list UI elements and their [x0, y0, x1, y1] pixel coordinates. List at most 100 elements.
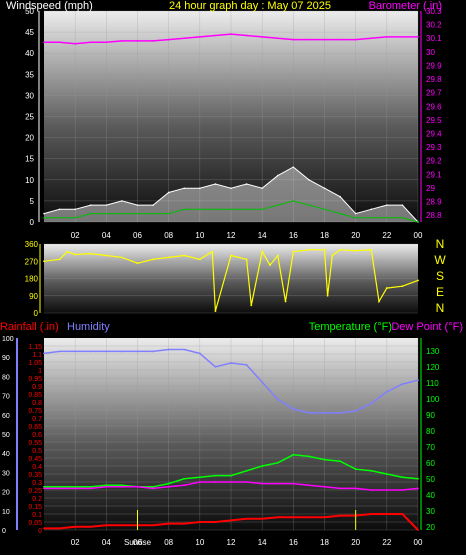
rain-y-tick-label: 0.35 — [28, 472, 42, 479]
rainfall-point — [370, 513, 373, 515]
dew-point-label: Dew Point (°F) — [391, 321, 463, 333]
humidity-point — [323, 411, 326, 414]
gust-point — [136, 204, 139, 206]
rain-x-tick-label: 20 — [351, 538, 360, 547]
humidity-point — [308, 411, 310, 414]
humidity-y-tick-label: 50 — [2, 432, 10, 439]
gust-point — [167, 191, 170, 194]
dew_point-point — [354, 487, 357, 490]
humidity-y-tick-label: 90 — [2, 355, 10, 362]
wind-x-tick-label: 00 — [414, 231, 423, 240]
barometer-y-tick-label: 28.8 — [426, 211, 442, 220]
wind-x-tick-label: 04 — [102, 231, 111, 240]
humidity-y-tick-label: 20 — [2, 490, 10, 497]
average-point — [401, 216, 404, 219]
temperature-y-tick-label: 120 — [426, 363, 440, 372]
average-point — [292, 200, 295, 202]
rain-x-tick-label: 02 — [71, 538, 80, 547]
temperature-label: Temperature (°F) — [309, 321, 392, 333]
barometer-point — [152, 40, 154, 42]
humidity-y-tick-label: 40 — [2, 451, 10, 458]
temperature-point — [214, 474, 217, 477]
wind-x-tick-label: 02 — [71, 231, 80, 240]
humidity-point — [58, 350, 61, 353]
temperature-point — [74, 485, 77, 488]
barometer-y-tick-label: 29.4 — [426, 130, 442, 139]
barometer-point — [121, 40, 123, 42]
rain-x-tick-label: 08 — [164, 538, 173, 547]
wind-x-tick-label: 18 — [320, 231, 329, 240]
temperature-point — [230, 474, 232, 477]
barometer-y-tick-label: 28.9 — [426, 198, 442, 207]
average-point — [214, 208, 217, 211]
rain-y-tick-label: 0.4 — [32, 464, 42, 471]
wind-direction-point — [292, 250, 295, 253]
barometer-y-tick-label: 29.1 — [426, 170, 442, 179]
wind-x-tick-label: 06 — [133, 231, 142, 240]
temperature-point — [105, 484, 108, 487]
rainfall-point — [74, 525, 77, 528]
wind-direction-point — [385, 287, 388, 289]
wind-label: Windspeed (mph) — [6, 0, 93, 12]
dew_point-point — [323, 485, 326, 488]
wind-direction-point — [89, 252, 92, 255]
average-point — [58, 216, 61, 219]
wind-x-tick-label: 16 — [289, 231, 298, 240]
gust-point — [58, 208, 61, 211]
rainfall-point — [183, 522, 186, 525]
dew_point-point — [230, 481, 232, 483]
average-point — [183, 208, 186, 211]
wind-direction-point — [323, 248, 326, 251]
dew_point-point — [261, 482, 264, 485]
humidity-point — [261, 381, 264, 384]
barometer-point — [214, 34, 217, 37]
direction-y-tick-label: 180 — [25, 275, 39, 284]
dew_point-point — [370, 489, 373, 491]
wind-y-tick-label: 25 — [25, 113, 34, 122]
dew_point-point — [339, 487, 341, 490]
rain-y-tick-label: 1.05 — [28, 360, 42, 367]
wind-direction-point — [121, 256, 123, 259]
rain-x-tick-label: 14 — [258, 538, 267, 547]
wind-direction-point — [339, 248, 341, 251]
temperature-point — [323, 458, 326, 461]
barometer-point — [276, 37, 279, 40]
rain-y-tick-label: 0.75 — [28, 408, 42, 415]
temperature-y-tick-label: 90 — [426, 411, 435, 420]
rain-y-tick-label: 0.5 — [32, 448, 42, 455]
humidity-y-tick-label: 60 — [2, 413, 10, 420]
barometer-point — [167, 38, 170, 41]
gust-point — [370, 208, 373, 211]
dew_point-point — [292, 482, 295, 485]
rain-y-tick-label: 0.2 — [32, 496, 42, 503]
humidity-point — [105, 350, 108, 353]
wind-x-tick-label: 20 — [351, 231, 360, 240]
temperature-y-tick-label: 110 — [426, 379, 439, 388]
barometer-point — [261, 36, 263, 38]
dew_point-point — [58, 487, 61, 490]
gust-point — [292, 166, 295, 168]
rainfall-point — [323, 516, 326, 519]
humidity-y-tick-label: 0 — [2, 528, 6, 535]
temperature-y-tick-label: 50 — [426, 475, 435, 484]
dew_point-point — [417, 487, 419, 490]
barometer-y-tick-label: 29.6 — [426, 102, 442, 111]
wind-y-tick-label: 0 — [30, 218, 35, 227]
temperature-point — [339, 460, 341, 463]
barometer-point — [58, 41, 61, 44]
temperature-point — [308, 455, 310, 458]
wind-direction-point — [167, 256, 170, 259]
barometer-point — [292, 38, 295, 41]
average-point — [43, 216, 45, 219]
humidity-y-tick-label: 10 — [2, 509, 10, 516]
dew_point-point — [183, 484, 186, 487]
wind-y-tick-label: 50 — [25, 7, 34, 16]
rain-y-tick-label: 0.3 — [32, 480, 42, 487]
rain-x-tick-label: 10 — [195, 538, 204, 547]
gust-point — [261, 187, 263, 190]
barometer-y-tick-label: 30.2 — [426, 21, 442, 30]
wind-y-tick-label: 40 — [25, 49, 34, 58]
wind-direction-point — [43, 260, 45, 263]
barometer-point — [89, 41, 92, 44]
